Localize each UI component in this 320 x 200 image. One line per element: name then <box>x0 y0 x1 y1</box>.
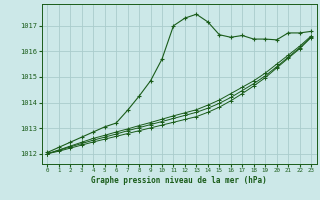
X-axis label: Graphe pression niveau de la mer (hPa): Graphe pression niveau de la mer (hPa) <box>91 176 267 185</box>
